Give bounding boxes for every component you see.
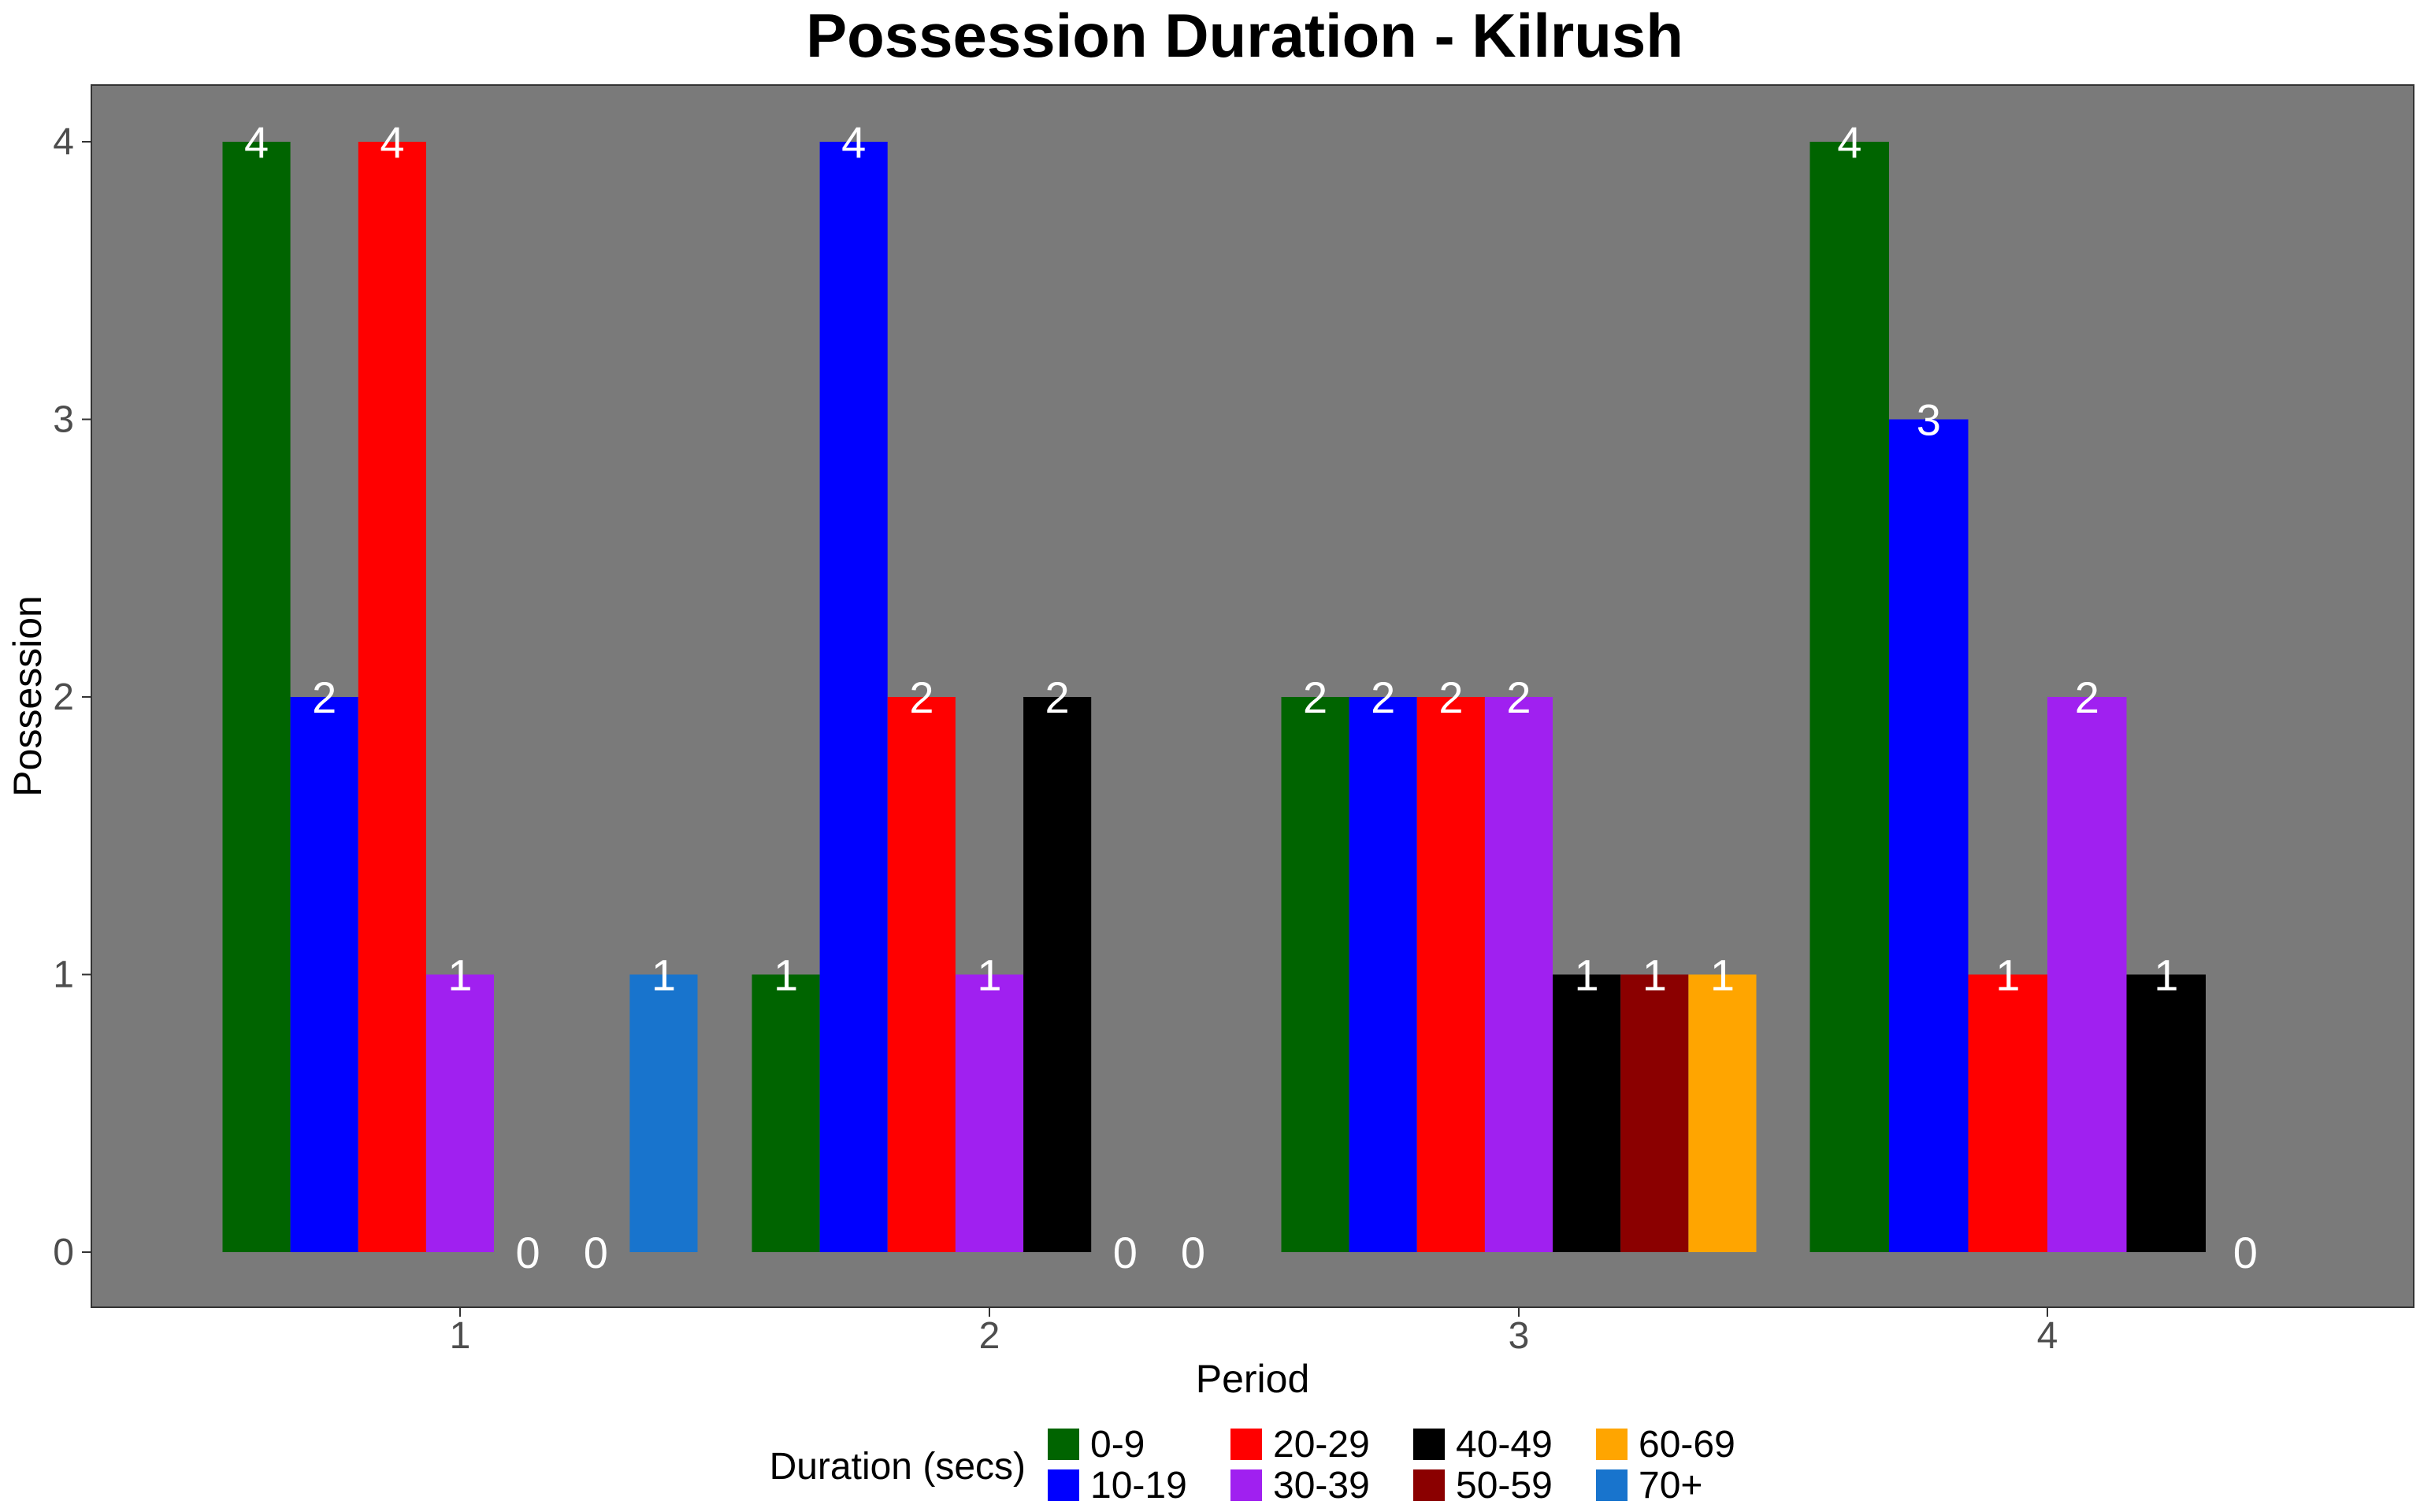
bar-label-period-2-50-59: 0 xyxy=(1113,1228,1138,1277)
legend-label-20-29: 20-29 xyxy=(1273,1424,1370,1466)
y-tick-label: 3 xyxy=(53,399,74,441)
legend-key-70+ xyxy=(1596,1469,1628,1501)
legend-label-70+: 70+ xyxy=(1639,1465,1702,1506)
bar-label-period-3-10-19: 2 xyxy=(1371,673,1395,722)
bar-label-period-4-30-39: 2 xyxy=(2075,673,2099,722)
bar-period-1-0-9 xyxy=(222,142,291,1252)
bar-label-period-3-40-49: 1 xyxy=(1575,951,1599,1000)
legend-label-40-49: 40-49 xyxy=(1456,1424,1553,1466)
x-tick-label: 4 xyxy=(2037,1315,2058,1357)
bar-label-period-1-70+: 1 xyxy=(651,951,676,1000)
bar-period-1-10-19 xyxy=(290,697,358,1252)
bar-period-2-20-29 xyxy=(887,697,956,1252)
bar-label-period-2-40-49: 2 xyxy=(1045,673,1070,722)
bar-period-2-0-9 xyxy=(752,974,820,1252)
x-axis: 1 2 3 4 xyxy=(450,1307,2058,1357)
bar-period-3-40-49 xyxy=(1553,974,1621,1252)
bar-period-4-0-9 xyxy=(1809,142,1889,1252)
bar-label-period-2-0-9: 1 xyxy=(774,951,798,1000)
y-tick-label: 0 xyxy=(53,1232,74,1273)
bar-label-period-1-20-29: 4 xyxy=(380,117,404,167)
legend-label-10-19: 10-19 xyxy=(1090,1465,1187,1506)
x-tick-label: 3 xyxy=(1509,1315,1530,1357)
legend-key-60-69 xyxy=(1596,1429,1628,1460)
y-axis-title: Possession xyxy=(6,595,50,797)
x-tick-label: 1 xyxy=(450,1315,471,1357)
chart-title: Possession Duration - Kilrush xyxy=(806,1,1683,70)
legend-label-30-39: 30-39 xyxy=(1273,1465,1370,1506)
bar-label-period-4-50-59: 0 xyxy=(2233,1228,2258,1277)
bar-label-period-3-0-9: 2 xyxy=(1303,673,1327,722)
bar-label-period-4-20-29: 1 xyxy=(1995,951,2020,1000)
bars-layer xyxy=(222,142,2206,1252)
bar-period-4-10-19 xyxy=(1889,419,1969,1252)
bar-label-period-1-30-39: 1 xyxy=(447,951,472,1000)
bar-label-period-3-60-69: 1 xyxy=(1710,951,1735,1000)
bar-period-3-10-19 xyxy=(1349,697,1417,1252)
bar-period-3-20-29 xyxy=(1416,697,1485,1252)
legend-key-50-59 xyxy=(1413,1469,1445,1501)
x-axis-title: Period xyxy=(1196,1357,1310,1401)
bar-period-4-40-49 xyxy=(2126,974,2206,1252)
legend-label-60-69: 60-69 xyxy=(1639,1424,1735,1466)
bar-label-period-1-40-49: 0 xyxy=(516,1228,540,1277)
y-tick-label: 2 xyxy=(53,676,74,718)
bar-period-3-50-59 xyxy=(1620,974,1689,1252)
bar-label-period-2-20-29: 2 xyxy=(909,673,933,722)
bar-label-period-2-70+: 0 xyxy=(1181,1228,1205,1277)
legend-key-30-39 xyxy=(1230,1469,1262,1501)
y-axis: 0 1 2 3 4 xyxy=(53,121,91,1273)
legend-label-50-59: 50-59 xyxy=(1456,1465,1553,1506)
bar-label-period-1-0-9: 4 xyxy=(244,117,269,167)
bar-period-3-0-9 xyxy=(1281,697,1349,1252)
bar-period-2-30-39 xyxy=(955,974,1023,1252)
bar-label-period-4-10-19: 3 xyxy=(1917,395,1941,445)
legend-key-20-29 xyxy=(1230,1429,1262,1460)
bar-label-period-1-10-19: 2 xyxy=(312,673,336,722)
bar-period-3-30-39 xyxy=(1484,697,1553,1252)
legend-label-0-9: 0-9 xyxy=(1090,1424,1145,1466)
bar-label-period-3-50-59: 1 xyxy=(1642,951,1667,1000)
y-tick-label: 4 xyxy=(53,121,74,163)
bar-label-period-2-30-39: 1 xyxy=(977,951,1001,1000)
bar-period-1-30-39 xyxy=(425,974,494,1252)
bar-period-2-10-19 xyxy=(819,142,888,1252)
x-tick-label: 2 xyxy=(979,1315,1000,1357)
legend-title: Duration (secs) xyxy=(770,1446,1026,1488)
bar-label-period-4-40-49: 1 xyxy=(2154,951,2178,1000)
legend-key-10-19 xyxy=(1048,1469,1079,1501)
bar-label-period-4-0-9: 4 xyxy=(1837,117,1861,167)
bar-label-period-3-20-29: 2 xyxy=(1438,673,1463,722)
bar-period-1-70+ xyxy=(629,974,698,1252)
bar-period-4-30-39 xyxy=(2047,697,2127,1252)
legend-key-40-49 xyxy=(1413,1429,1445,1460)
y-tick-label: 1 xyxy=(53,954,74,996)
bar-period-4-20-29 xyxy=(1968,974,2047,1252)
bar-label-period-2-10-19: 4 xyxy=(841,117,866,167)
bar-period-2-40-49 xyxy=(1023,697,1092,1252)
bar-period-1-20-29 xyxy=(358,142,426,1252)
bar-label-period-1-50-59: 0 xyxy=(584,1228,608,1277)
bar-period-3-60-69 xyxy=(1688,974,1757,1252)
bar-label-period-3-30-39: 2 xyxy=(1506,673,1531,722)
legend-key-0-9 xyxy=(1048,1429,1079,1460)
